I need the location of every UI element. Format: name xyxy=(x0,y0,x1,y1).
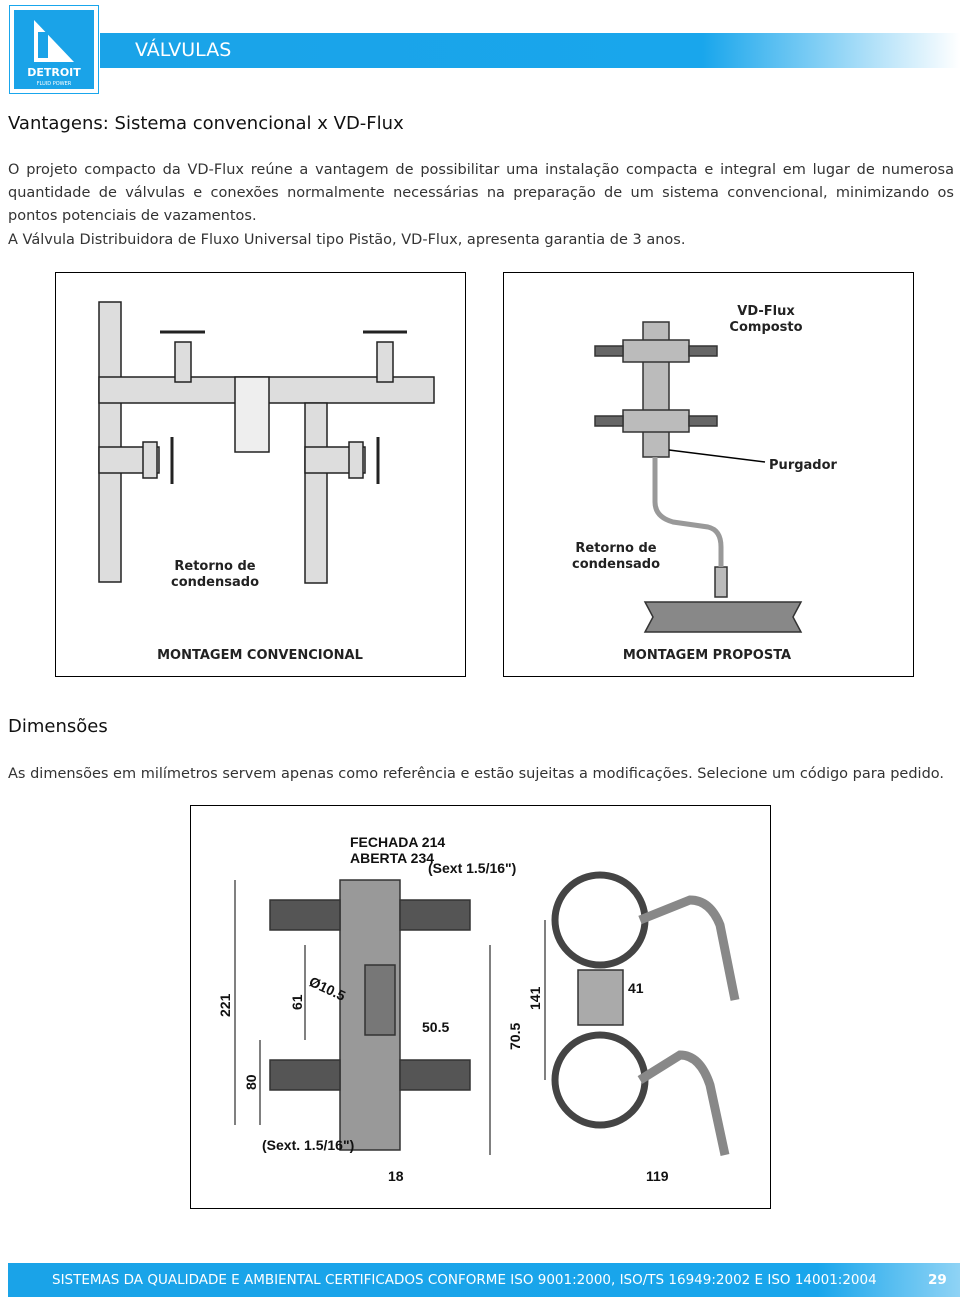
label-line: Retorno de xyxy=(174,559,255,574)
label-line: condensado xyxy=(572,557,660,572)
conventional-figure: Retorno de condensado MONTAGEM CONVENCIO… xyxy=(55,272,466,677)
label-line: Composto xyxy=(729,320,802,335)
dimension-label: (Sext 1.5/16") xyxy=(428,860,516,876)
label-line: VD-Flux xyxy=(737,304,795,319)
figure-caption: MONTAGEM CONVENCIONAL xyxy=(157,648,363,663)
footer-bar xyxy=(8,1263,960,1297)
dimension-label: 61 xyxy=(289,994,305,1010)
dimension-label: 119 xyxy=(646,1168,669,1184)
label: Purgador xyxy=(769,458,838,473)
header-bar xyxy=(100,33,960,68)
proposed-figure: VD-Flux Composto Purgador Retorno de con… xyxy=(503,272,914,677)
paragraph: As dimensões em milímetros servem apenas… xyxy=(8,766,944,782)
logo-text: DETROIT xyxy=(27,66,81,79)
dimension-label: 221 xyxy=(217,993,233,1017)
dimension-label: 80 xyxy=(243,1074,259,1090)
footer-text: SISTEMAS DA QUALIDADE E AMBIENTAL CERTIF… xyxy=(52,1272,877,1288)
dimension-drawing: FECHADA 214 ABERTA 234 (Sext 1.5/16") Ø1… xyxy=(190,805,771,1209)
logo-subtext: FLUID POWER xyxy=(37,81,72,87)
page-number: 29 xyxy=(928,1272,947,1288)
dimension-label: 50.5 xyxy=(422,1019,449,1035)
dimension-label: FECHADA 214 xyxy=(350,834,445,850)
paragraph: A Válvula Distribuidora de Fluxo Univers… xyxy=(8,232,686,248)
logo-mark: DETROIT FLUID POWER xyxy=(27,20,81,87)
logo: DETROIT FLUID POWER xyxy=(14,10,94,89)
header-title: VÁLVULAS xyxy=(135,39,232,61)
dimension-label: 41 xyxy=(628,980,644,996)
section-heading: Dimensões xyxy=(8,716,108,737)
dimension-label: 70.5 xyxy=(507,1023,523,1050)
dimension-label: (Sext. 1.5/16") xyxy=(262,1137,354,1153)
figure-caption: MONTAGEM PROPOSTA xyxy=(623,648,791,663)
dimension-label: ABERTA 234 xyxy=(350,850,434,866)
label-line: Retorno de xyxy=(575,541,656,556)
dimension-label: 18 xyxy=(388,1168,404,1184)
section-heading: Vantagens: Sistema convencional x VD-Flu… xyxy=(8,113,404,134)
label-line: condensado xyxy=(171,575,259,590)
paragraph: O projeto compacto da VD-Flux reúne a va… xyxy=(8,162,954,224)
dimension-label: 141 xyxy=(527,986,543,1010)
logo-frame: DETROIT FLUID POWER xyxy=(9,5,99,94)
